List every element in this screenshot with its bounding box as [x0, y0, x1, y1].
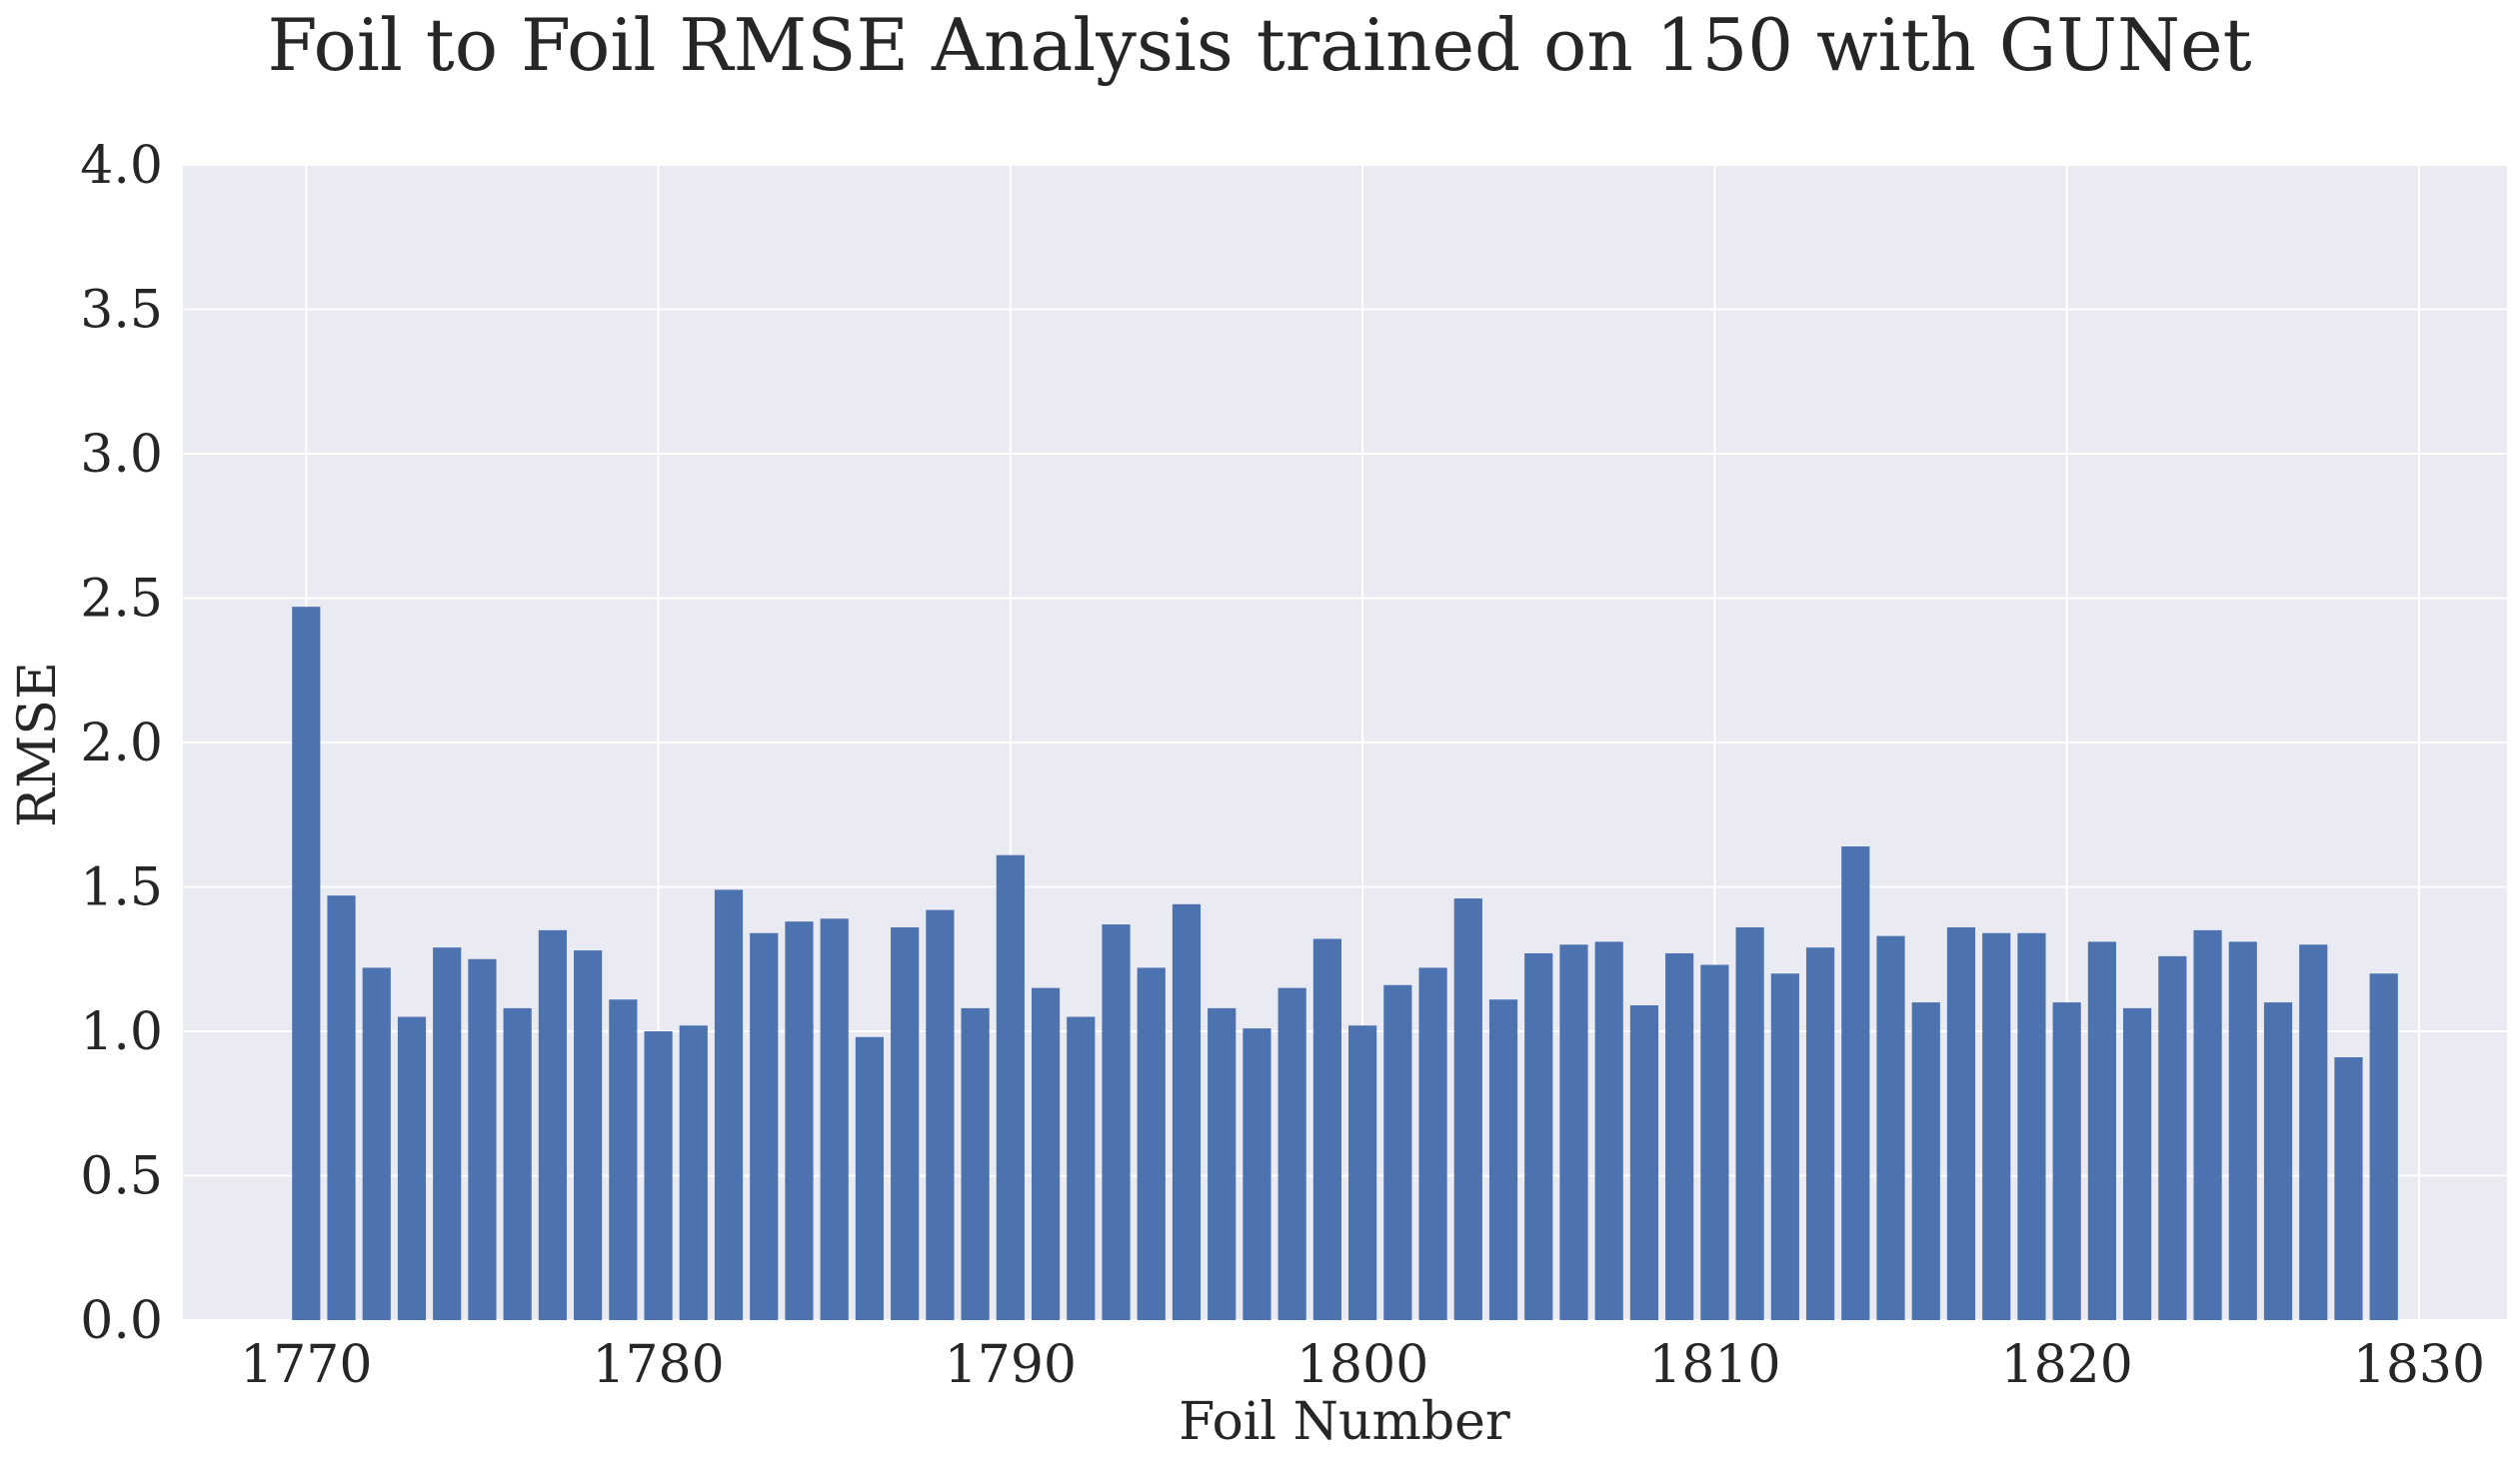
y-tick-label: 2.0	[80, 714, 163, 773]
bar	[327, 895, 356, 1320]
bar	[750, 932, 779, 1320]
bar	[714, 889, 744, 1320]
bar	[1876, 935, 1905, 1320]
bar	[397, 1016, 427, 1320]
y-tick-label: 0.5	[80, 1147, 163, 1207]
bar	[1383, 984, 1412, 1320]
bar	[1982, 932, 2011, 1320]
bar	[1524, 952, 1553, 1320]
x-tick-label: 1780	[592, 1335, 724, 1395]
bar	[2087, 941, 2116, 1320]
bar	[2052, 1002, 2081, 1320]
x-tick-label: 1770	[240, 1335, 372, 1395]
x-tick-labels: 1770 1780 1790 1800 1810 1820 1830	[240, 1335, 2485, 1395]
x-tick-label: 1790	[945, 1335, 1077, 1395]
bar	[891, 926, 920, 1320]
bar	[644, 1031, 673, 1320]
bar	[1770, 973, 1799, 1320]
y-tick-labels: 0.0 0.5 1.0 1.5 2.0 2.5 3.0 3.5 4.0	[80, 136, 163, 1351]
bar	[362, 967, 391, 1320]
bar	[2228, 941, 2257, 1320]
bar	[1418, 967, 1447, 1320]
bar	[1172, 903, 1202, 1320]
bar	[1102, 924, 1131, 1320]
bar	[1735, 926, 1764, 1320]
bar	[433, 947, 462, 1320]
bar	[574, 950, 603, 1320]
bar	[609, 999, 638, 1320]
bar	[468, 958, 497, 1320]
bar	[292, 607, 321, 1320]
y-tick-label: 3.0	[80, 425, 163, 485]
y-tick-label: 3.5	[80, 281, 163, 341]
bar	[1841, 846, 1870, 1320]
x-tick-label: 1800	[1296, 1335, 1428, 1395]
bar	[1629, 1004, 1659, 1320]
x-tick-label: 1830	[2353, 1335, 2485, 1395]
bar	[926, 909, 955, 1320]
bar	[2334, 1057, 2363, 1320]
bar	[996, 854, 1025, 1320]
y-tick-label: 0.0	[80, 1291, 163, 1351]
bar	[2263, 1002, 2293, 1320]
bar	[1805, 947, 1835, 1320]
bar	[1700, 964, 1729, 1320]
bar	[538, 929, 567, 1320]
chart-title: Foil to Foil RMSE Analysis trained on 15…	[267, 3, 2251, 87]
bar	[820, 918, 849, 1320]
bar	[785, 921, 814, 1320]
bar	[1348, 1025, 1377, 1320]
y-tick-label: 1.5	[80, 858, 163, 918]
bar	[679, 1025, 708, 1320]
bar	[1911, 1002, 1940, 1320]
bar	[2017, 932, 2046, 1320]
bar	[1243, 1028, 1271, 1320]
bar	[1665, 952, 1694, 1320]
bar	[1277, 987, 1306, 1320]
bar	[1488, 999, 1518, 1320]
y-tick-label: 2.5	[80, 570, 163, 630]
bar	[1594, 941, 1623, 1320]
bar	[1208, 1007, 1237, 1320]
bar	[1137, 967, 1166, 1320]
bar	[503, 1007, 532, 1320]
bar	[1453, 898, 1482, 1320]
bar	[1559, 944, 1588, 1320]
bar	[1031, 987, 1061, 1320]
x-tick-label: 1820	[2000, 1335, 2132, 1395]
bar	[2369, 973, 2398, 1320]
x-tick-label: 1810	[1648, 1335, 1780, 1395]
y-axis-label: RMSE	[8, 662, 68, 827]
bar	[961, 1007, 990, 1320]
bar	[2158, 955, 2187, 1320]
bar	[1312, 938, 1341, 1320]
bar	[2193, 929, 2222, 1320]
bar	[2123, 1007, 2152, 1320]
bars	[292, 607, 2398, 1320]
y-tick-label: 4.0	[80, 136, 163, 196]
bar	[1946, 926, 1976, 1320]
bar	[1067, 1016, 1096, 1320]
bar	[855, 1036, 885, 1320]
y-tick-label: 1.0	[80, 1002, 163, 1062]
x-axis-label: Foil Number	[1179, 1392, 1510, 1452]
bar	[2299, 944, 2328, 1320]
